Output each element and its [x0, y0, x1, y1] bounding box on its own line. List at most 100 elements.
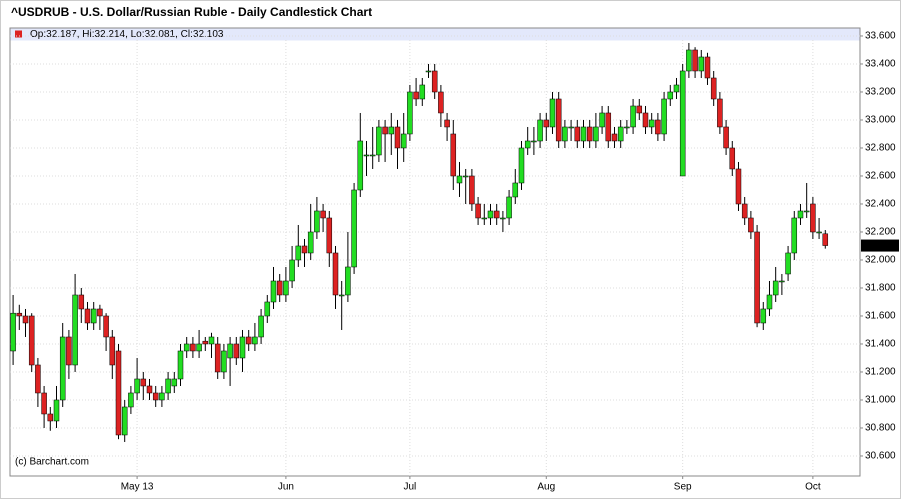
candle	[382, 119, 388, 162]
candle-body	[363, 154, 370, 157]
candle-body	[239, 336, 246, 359]
candle	[22, 308, 29, 337]
candle-body	[109, 336, 116, 366]
legend-swatch	[15, 30, 22, 38]
candle	[314, 196, 320, 239]
candle	[109, 329, 116, 379]
x-tick-label: Sep	[674, 482, 692, 493]
candle-body	[636, 105, 643, 114]
candle-body	[803, 210, 810, 213]
candle	[797, 203, 804, 225]
candle-body	[667, 91, 674, 100]
candle	[413, 77, 419, 106]
candle	[624, 119, 630, 134]
candle-body	[320, 210, 326, 219]
candle	[611, 126, 618, 148]
candle-body	[450, 133, 457, 177]
candle-body	[41, 392, 47, 415]
candle	[283, 266, 289, 302]
candle	[741, 196, 748, 225]
candle-body	[47, 413, 54, 422]
candle	[723, 119, 729, 155]
candle	[710, 70, 717, 106]
candle	[754, 224, 760, 328]
chart-title: ^USDRUB - U.S. Dollar/Russian Ruble - Da…	[11, 5, 372, 19]
candle-body	[754, 231, 760, 324]
candle	[221, 343, 227, 379]
candle	[630, 98, 636, 134]
candle	[183, 336, 190, 358]
candle-body	[586, 126, 593, 142]
candle	[394, 119, 401, 169]
y-tick-label: 31.000	[865, 395, 896, 406]
candle-body	[624, 126, 630, 129]
candle-body	[97, 308, 103, 317]
candle	[785, 245, 791, 281]
candle	[400, 112, 407, 162]
candle	[289, 245, 295, 288]
candle	[698, 49, 705, 78]
candle	[810, 196, 816, 239]
candle	[667, 84, 674, 106]
candle-body	[797, 210, 804, 219]
candle	[636, 98, 643, 120]
candle	[673, 77, 680, 99]
candle	[115, 343, 122, 440]
candle-body	[475, 203, 481, 219]
y-tick-label: 32.000	[865, 255, 896, 266]
candle-body	[500, 217, 506, 220]
candle-body	[593, 126, 599, 142]
candle	[376, 119, 382, 162]
candle	[165, 371, 171, 400]
candle-body	[283, 280, 289, 296]
candle-body	[419, 84, 426, 100]
candle	[419, 77, 426, 106]
candle	[152, 385, 159, 407]
candle-body	[134, 378, 140, 394]
candle	[704, 52, 711, 85]
candle	[655, 112, 661, 141]
y-tick-label: 31.400	[865, 339, 896, 350]
candle	[47, 406, 54, 431]
candle-body	[35, 364, 41, 394]
legend-text: Op:32.187, Hi:32.214, Lo:32.081, Cl:32.1…	[30, 29, 224, 40]
candle	[462, 168, 469, 204]
candle	[500, 210, 506, 232]
last-price-box	[861, 239, 899, 252]
candle	[748, 210, 754, 239]
candle	[146, 378, 153, 400]
candle	[816, 217, 822, 239]
candle	[543, 112, 550, 141]
candle	[53, 385, 60, 428]
candle-body	[537, 119, 543, 142]
candle	[537, 112, 543, 148]
y-tick-label: 31.200	[865, 367, 896, 378]
candle	[431, 63, 438, 99]
candle-body	[115, 350, 122, 436]
candle-body	[679, 70, 686, 177]
x-tick-label: Oct	[805, 482, 821, 493]
candle-body	[469, 175, 475, 205]
candle	[555, 91, 562, 148]
y-tick-label: 31.600	[865, 311, 896, 322]
candle	[227, 336, 233, 386]
candle-body	[190, 343, 196, 352]
y-tick-label: 33.400	[865, 59, 896, 70]
candle	[357, 112, 364, 197]
legend-band	[10, 28, 860, 41]
last-price-label: 32.103	[863, 240, 894, 251]
candle	[66, 329, 72, 379]
candle	[648, 112, 655, 134]
candle	[388, 112, 395, 155]
candle	[568, 119, 574, 141]
candle-body	[10, 312, 16, 352]
candle	[599, 105, 605, 134]
candle-body	[66, 336, 72, 366]
candle	[307, 203, 314, 260]
candle-body	[574, 126, 581, 142]
candle-body	[760, 308, 767, 324]
candle	[84, 301, 91, 330]
candle	[245, 329, 252, 351]
candle-body	[717, 98, 723, 128]
